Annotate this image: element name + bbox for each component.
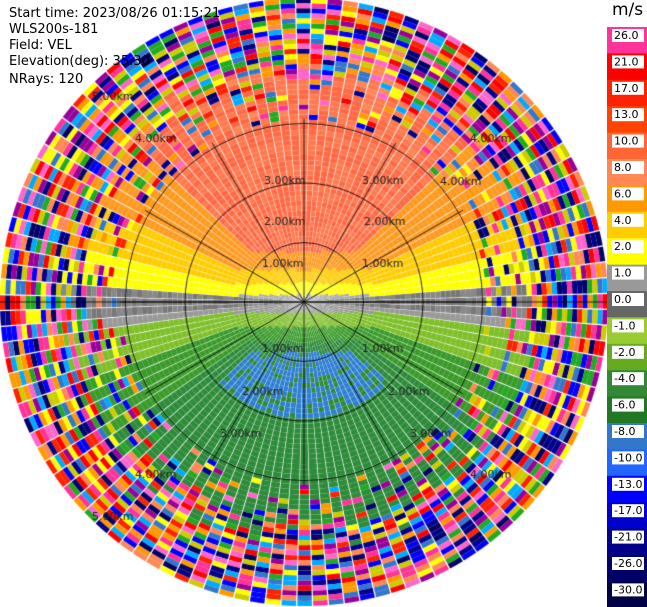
colorbar-tick-bg	[612, 81, 644, 95]
colorbar-tick-bg	[612, 240, 644, 254]
colorbar-tick-label: 2.0	[614, 240, 632, 253]
colorbar-tick-label: 8.0	[614, 161, 632, 174]
colorbar-tick-label: -26.0	[614, 557, 642, 570]
colorbar-tick-label: -2.0	[614, 346, 635, 359]
colorbar-tick-label: -17.0	[614, 504, 642, 517]
colorbar-tick-bg	[612, 293, 644, 306]
field-label: Field: VEL	[9, 38, 72, 53]
colorbar-tick-label: -4.0	[614, 372, 635, 385]
colorbar-tick-bg	[612, 372, 644, 386]
colorbar-tick-label: 17.0	[614, 82, 639, 95]
colorbar-tick-bg	[612, 425, 644, 438]
colorbar-tick-label: -8.0	[614, 425, 635, 438]
colorbar-tick-label: 26.0	[614, 29, 639, 42]
colorbar-tick-label: 13.0	[614, 108, 639, 121]
elevation-label: Elevation(deg): 35.30	[9, 54, 150, 69]
colorbar-tick-bg	[612, 345, 644, 359]
site-label: WLS200s-181	[9, 22, 99, 37]
colorbar-tick-label: -13.0	[614, 478, 642, 491]
colorbar-tick-label: -6.0	[614, 399, 635, 412]
colorbar-tick-label: -21.0	[614, 531, 642, 544]
colorbar-tick-bg	[612, 187, 644, 201]
colorbar-tick-label: -1.0	[614, 319, 635, 332]
colorbar-tick-bg	[612, 451, 644, 465]
colorbar-tick-bg	[612, 530, 644, 544]
colorbar-tick-bg	[612, 55, 644, 69]
colorbar-tick-label: -30.0	[614, 583, 642, 596]
colorbar-tick-label: -10.0	[614, 451, 642, 464]
colorbar-tick-bg	[612, 557, 644, 570]
colorbar-tick-bg	[612, 398, 644, 412]
colorbar-tick-label: 21.0	[614, 55, 639, 68]
nrays-label: NRays: 120	[9, 72, 84, 87]
start-time-label: Start time: 2023/08/26 01:15:21	[9, 6, 221, 21]
colorbar-tick-bg	[612, 161, 644, 174]
colorbar-tick-bg	[612, 583, 644, 597]
colorbar-tick-bg	[612, 477, 644, 491]
colorbar-tick-label: 1.0	[614, 267, 632, 280]
colorbar-tick-bg	[612, 319, 644, 333]
colorbar-tick-label: 10.0	[614, 135, 639, 148]
colorbar-tick-bg	[612, 134, 644, 148]
colorbar-tick-bg	[612, 108, 644, 122]
colorbar-tick-label: 4.0	[614, 214, 632, 227]
colorbar-tick-bg	[612, 266, 644, 280]
colorbar-tick-label: 0.0	[614, 293, 632, 306]
colorbar-tick-bg	[612, 29, 644, 42]
colorbar-unit-label: m/s	[612, 0, 644, 20]
colorbar-tick-label: 6.0	[614, 187, 632, 200]
colorbar-tick-bg	[612, 213, 644, 227]
colorbar-tick-bg	[612, 504, 644, 518]
